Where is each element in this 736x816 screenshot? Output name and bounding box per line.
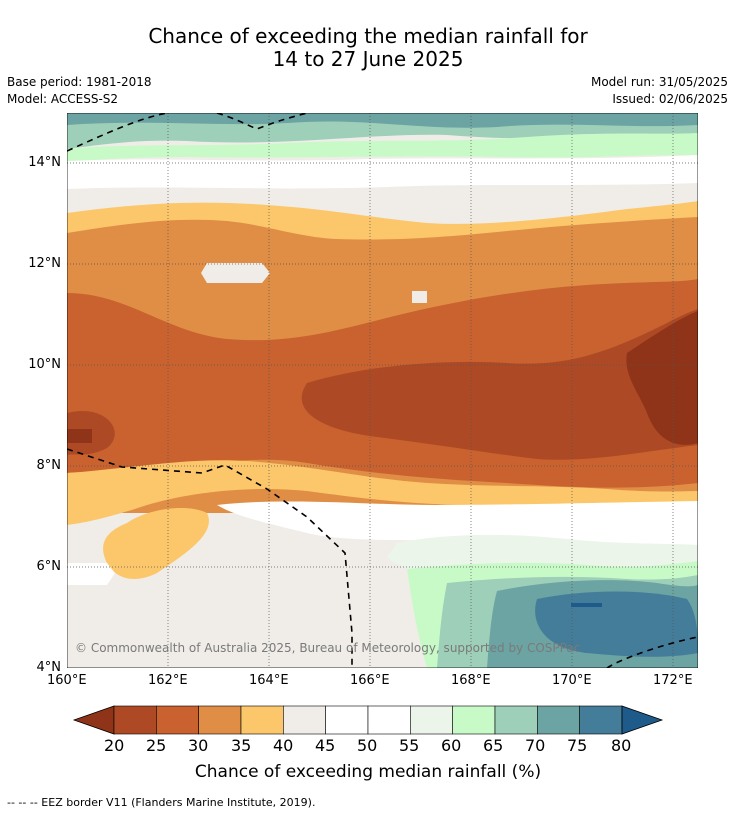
colorbar-bin [494, 705, 538, 735]
patch-50-55-sw [67, 563, 115, 585]
colorbar-extend-high [621, 705, 664, 735]
band-70-75 [67, 113, 698, 128]
cb-tick-50: 50 [357, 736, 378, 755]
lon-label-168e: 168°E [451, 673, 491, 688]
meta-left: Base period: 1981-2018 Model: ACCESS-S2 [7, 74, 152, 108]
band-60-65 [67, 133, 698, 161]
model-name: Model: ACCESS-S2 [7, 92, 119, 106]
cb-tick-45: 45 [315, 736, 336, 755]
colorbar-bin [198, 705, 242, 735]
lon-label-170e: 170°E [552, 673, 592, 688]
lat-label-8n: 8°N [36, 458, 62, 473]
colorbar-label: Chance of exceeding median rainfall (%) [194, 762, 542, 782]
patch-45-50-b [412, 291, 427, 303]
cb-tick-75: 75 [567, 736, 588, 755]
eez-legend: -- -- -- EEZ border V11 (Flanders Marine… [7, 796, 316, 809]
colorbar-bin [283, 705, 326, 735]
colorbar-bin [325, 705, 369, 735]
title-line-1: Chance of exceeding the median rainfall … [148, 24, 588, 48]
colorbar-extend-low [72, 705, 115, 735]
colorbar-bin [367, 705, 411, 735]
lon-label-162e: 162°E [148, 673, 188, 688]
lon-label-172e: 172°E [653, 673, 693, 688]
lat-label-14n: 14°N [28, 155, 61, 170]
cb-tick-55: 55 [399, 736, 420, 755]
cb-tick-70: 70 [525, 736, 546, 755]
cb-tick-80: 80 [611, 736, 632, 755]
meta-right: Model run: 31/05/2025 Issued: 02/06/2025 [591, 74, 728, 108]
base-period: Base period: 1981-2018 [7, 75, 152, 89]
colorbar-bin [579, 705, 623, 735]
band-below-20-east [626, 311, 698, 445]
cb-tick-35: 35 [231, 736, 252, 755]
lon-label-160e: 160°E [47, 673, 87, 688]
eez-border [67, 113, 698, 668]
cb-tick-25: 25 [146, 736, 167, 755]
lon-label-166e: 166°E [350, 673, 390, 688]
band-50-55 [67, 155, 698, 189]
cb-tick-20: 20 [104, 736, 125, 755]
title-line-2: 14 to 27 June 2025 [272, 47, 464, 71]
issued-date: Issued: 02/06/2025 [612, 92, 728, 106]
colorbar-bin [410, 705, 453, 735]
cb-tick-65: 65 [483, 736, 504, 755]
band-35-40-south [67, 460, 698, 525]
band-below-20-west [67, 429, 92, 443]
band-75-80-south [535, 591, 698, 657]
lat-label-4n: 4°N [36, 660, 62, 675]
cb-tick-40: 40 [273, 736, 294, 755]
rainfall-map [67, 113, 698, 668]
cb-tick-60: 60 [441, 736, 462, 755]
lat-label-6n: 6°N [36, 559, 62, 574]
copyright-text: © Commonwealth of Australia 2025, Bureau… [75, 641, 581, 655]
model-run: Model run: 31/05/2025 [590, 75, 728, 89]
lat-label-10n: 10°N [28, 357, 61, 372]
band-20-25-central [301, 309, 698, 460]
colorbar-bin [240, 705, 284, 735]
graticule [67, 113, 698, 668]
colorbar [72, 705, 664, 735]
colorbar-bin [156, 705, 199, 735]
colorbar-bin [452, 705, 496, 735]
band-above-80-south [571, 603, 602, 607]
lon-label-164e: 164°E [249, 673, 289, 688]
band-35-40-sw [103, 508, 209, 579]
colorbar-bin [537, 705, 580, 735]
patch-45-50 [201, 263, 270, 283]
lat-label-12n: 12°N [28, 256, 61, 271]
colorbar-bin [113, 705, 157, 735]
cb-tick-30: 30 [188, 736, 209, 755]
